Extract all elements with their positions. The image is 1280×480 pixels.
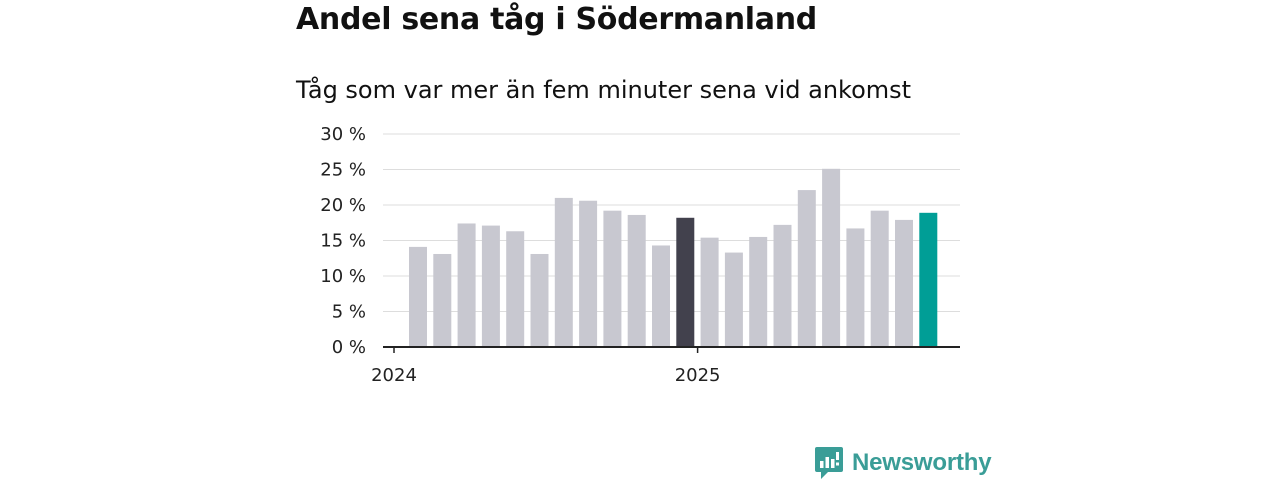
bar-2024-07 xyxy=(554,197,573,347)
bar-2024-10 xyxy=(627,214,646,347)
y-tick-label: 5 % xyxy=(332,302,366,323)
bar-2025-08 xyxy=(870,210,889,347)
y-tick-label: 15 % xyxy=(320,231,366,252)
bar-2025-01 xyxy=(700,237,719,347)
bar-2025-09 xyxy=(895,219,913,347)
chart-subtitle: Tåg som var mer än fem minuter sena vid … xyxy=(296,76,912,104)
x-tick-label: 2024 xyxy=(371,365,417,386)
bar-2024-03 xyxy=(457,223,476,347)
bar-2025-03 xyxy=(749,236,768,347)
bar-2025-07 xyxy=(846,228,865,347)
bar-2024-08 xyxy=(579,200,598,347)
bar-2025-05 xyxy=(797,190,816,347)
y-tick-label: 25 % xyxy=(320,160,366,181)
bar-chart-badge-icon xyxy=(815,447,843,479)
bar-2024-02 xyxy=(433,253,452,347)
bar-2024-05 xyxy=(506,231,525,347)
bar-2025-06 xyxy=(822,168,841,347)
chart-title: Andel sena tåg i Södermanland xyxy=(296,2,817,37)
bar-2025-10 xyxy=(919,212,938,347)
y-tick-label: 20 % xyxy=(320,195,366,216)
bar-2024-04 xyxy=(481,225,500,347)
bar-2025-04 xyxy=(773,224,792,347)
newsworthy-logo: Newsworthy xyxy=(814,446,992,480)
brand-name: Newsworthy xyxy=(852,449,992,476)
x-tick-label: 2025 xyxy=(675,365,721,386)
bar-2024-01 xyxy=(409,246,427,347)
bar-2024-09 xyxy=(603,210,622,347)
bar-2024-12 xyxy=(676,217,695,347)
bar-2024-11 xyxy=(652,245,670,347)
bar-2025-02 xyxy=(724,252,743,347)
bar-2024-06 xyxy=(530,253,549,347)
y-tick-label: 30 % xyxy=(320,124,366,145)
y-tick-label: 0 % xyxy=(332,337,366,358)
y-tick-label: 10 % xyxy=(320,266,366,287)
